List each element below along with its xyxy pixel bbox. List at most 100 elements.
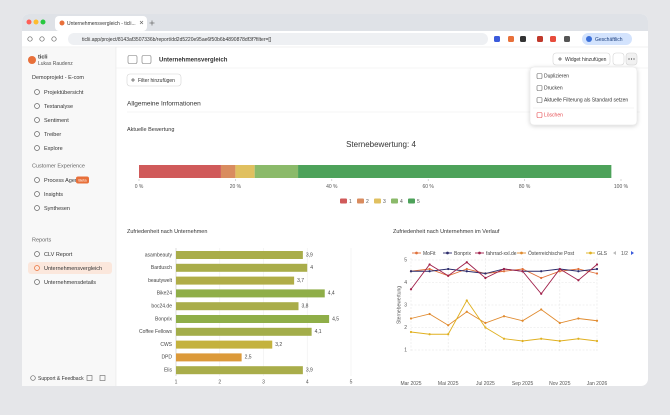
legend-label: 3	[383, 199, 386, 205]
bar	[176, 276, 295, 285]
beta-badge	[76, 176, 89, 184]
x-tick-label: 1	[175, 379, 178, 385]
url-field[interactable]	[68, 33, 488, 45]
icon-button[interactable]	[612, 52, 625, 66]
x-tick-label: Mai 2025	[438, 381, 459, 387]
filter-button-label: Filter hinzufügen	[138, 78, 175, 84]
legend-swatch	[408, 198, 415, 204]
point	[409, 330, 413, 334]
point	[428, 312, 431, 316]
icon	[86, 375, 93, 381]
workspace-avatar	[28, 56, 36, 64]
y-tick-label: Elis	[164, 368, 173, 374]
legend-swatch	[391, 198, 398, 204]
nav-button[interactable]	[27, 36, 33, 42]
point	[577, 270, 580, 273]
menu-item[interactable]: Aktuelle Filterung als Standard setzen	[544, 98, 628, 104]
x-tick-label: 3	[262, 379, 265, 385]
extension-icon[interactable]	[494, 36, 500, 42]
x-tick-label: 5	[350, 379, 353, 385]
dot	[628, 58, 630, 60]
y-tick-label: 2	[404, 325, 407, 331]
bar	[176, 315, 330, 323]
point	[502, 315, 506, 318]
x-tick-label: Jul 2025	[476, 381, 495, 387]
point	[465, 261, 468, 264]
nav-item[interactable]: Unternehmensvergleich	[44, 266, 102, 272]
point	[409, 270, 413, 273]
nav-item[interactable]: Projektübersicht	[44, 90, 84, 96]
nav-item[interactable]: Unternehmensdetails	[44, 280, 96, 286]
support-link[interactable]: Support & Feedback	[38, 376, 84, 382]
nav-icon	[34, 103, 40, 109]
legend-label: fahrrad-xxl.de	[486, 251, 517, 257]
menu-icon	[536, 85, 543, 91]
toggle-button[interactable]	[127, 55, 138, 64]
y-tick-label: 4	[404, 280, 407, 286]
nav-item[interactable]: Treiber	[44, 132, 61, 138]
bar	[176, 302, 299, 311]
section-title: Reports	[32, 237, 52, 243]
toggle-button[interactable]	[141, 55, 152, 64]
section-title: Allgemeine Informationen	[127, 101, 201, 108]
extension-icon[interactable]	[508, 36, 514, 42]
extension-icon[interactable]	[537, 36, 543, 42]
window-control[interactable]	[26, 19, 32, 25]
bar	[176, 263, 308, 272]
data-label: 3,2	[275, 342, 282, 348]
x-tick-label: 40 %	[326, 184, 338, 190]
extension-icon[interactable]	[564, 36, 570, 42]
window-control[interactable]	[40, 19, 46, 25]
nav-item[interactable]: CLV Report	[44, 252, 73, 258]
nav-item[interactable]: Synthesen	[44, 206, 70, 212]
point	[540, 276, 543, 280]
point	[595, 272, 599, 275]
nav-button[interactable]	[51, 36, 57, 42]
point	[465, 299, 468, 302]
legend-label: 2	[366, 199, 369, 205]
point	[521, 270, 524, 273]
point	[540, 308, 543, 311]
nav-item[interactable]: Insights	[44, 192, 63, 198]
point	[447, 267, 450, 271]
y-tick-label: asambeauty	[145, 252, 173, 258]
legend-prev[interactable]	[613, 251, 616, 255]
nav-item[interactable]: Textanalyse	[44, 104, 73, 110]
nav-item[interactable]: Sentiment	[44, 118, 69, 124]
user: Lukas Raudenz	[38, 61, 73, 67]
nav-item[interactable]: Process Agent	[44, 178, 80, 184]
window-control[interactable]	[33, 19, 39, 25]
point	[595, 339, 599, 343]
url: ticlii.app/project/8143af3507336b/report…	[82, 37, 272, 43]
x-tick-label: Nov 2025	[549, 381, 571, 387]
point	[521, 339, 524, 343]
point	[558, 267, 561, 271]
widget-button[interactable]	[552, 52, 611, 66]
dot	[630, 58, 633, 60]
legend-marker	[415, 251, 418, 255]
nav-button[interactable]	[39, 36, 45, 42]
legend-swatch	[340, 198, 347, 204]
point	[521, 267, 524, 271]
active-item-bg	[28, 262, 112, 274]
profile-button[interactable]	[582, 33, 632, 45]
extension-icon[interactable]	[520, 36, 526, 42]
legend-marker	[589, 251, 592, 255]
menu-item[interactable]: Duplizieren	[544, 74, 569, 80]
menu-item[interactable]: Löschen	[544, 113, 563, 119]
point	[577, 317, 580, 320]
point	[409, 288, 413, 291]
data-label: 4,4	[328, 291, 335, 297]
extension-icon[interactable]	[550, 36, 556, 42]
x-tick-label: 4	[306, 379, 309, 385]
y-tick-label: CWS	[160, 342, 172, 348]
legend-next[interactable]	[631, 251, 634, 255]
menu-item[interactable]: Drucken	[544, 86, 563, 92]
filter-button[interactable]	[126, 73, 182, 87]
menu-icon	[536, 97, 543, 103]
nav-item[interactable]: Explore	[44, 146, 63, 152]
y-tick-label: DPD	[161, 355, 172, 361]
sidebar	[22, 47, 116, 387]
tab[interactable]	[55, 16, 147, 31]
